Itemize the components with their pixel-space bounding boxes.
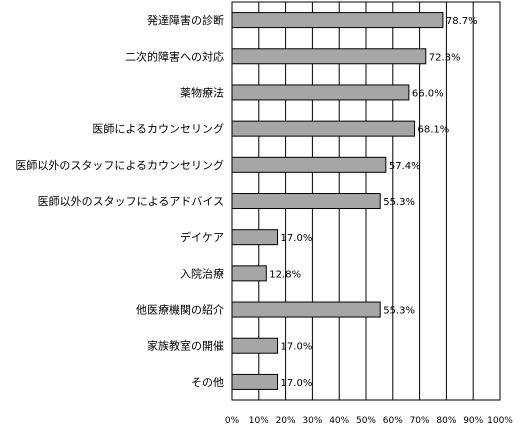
category-label: 発達障害の診断 <box>147 13 224 27</box>
bar <box>231 337 279 354</box>
x-tick-label: 40% <box>329 416 349 426</box>
x-tick-label: 30% <box>302 416 322 426</box>
value-label: 17.0% <box>281 378 313 389</box>
x-tick-label: 20% <box>276 416 296 426</box>
x-tick-label: 80% <box>436 416 456 426</box>
x-tick-label: 70% <box>410 416 430 426</box>
value-label: 57.4% <box>389 161 421 172</box>
value-label: 78.7% <box>446 16 478 27</box>
gridlines <box>258 2 474 400</box>
x-tick-label: 0% <box>225 416 240 426</box>
x-tick-label: 50% <box>356 416 376 426</box>
bar <box>231 193 381 209</box>
category-label: 入院治療 <box>180 266 224 280</box>
x-tick-label: 60% <box>383 416 403 426</box>
bar <box>231 156 387 173</box>
x-tick-label: 100% <box>487 416 513 426</box>
category-label: その他 <box>191 376 224 389</box>
value-label: 68.1% <box>418 125 450 136</box>
bar <box>231 301 381 318</box>
category-label: 薬物療法 <box>180 85 224 99</box>
category-label: 家族教室の開催 <box>147 339 224 353</box>
category-label: 医師以外のスタッフによるアドバイス <box>38 195 224 208</box>
category-label: 他医療機関の紹介 <box>136 303 224 317</box>
x-axis-ticks: 0% 10% 20% 30% 40% 50% 60% 70% 80% 90% 100% <box>225 416 513 426</box>
bar <box>231 48 427 65</box>
x-tick-label: 10% <box>249 416 269 426</box>
bars <box>231 12 444 390</box>
bar <box>231 120 416 137</box>
value-labels: 78.7% 72.3% 66.0% 68.1% 57.4% 55.3% 17.0% 12.8%… <box>269 16 477 389</box>
bar <box>231 229 279 246</box>
category-label: 医師によるカウンセリング <box>92 122 224 136</box>
x-tick-label: 90% <box>463 416 483 426</box>
category-label: 医師以外のスタッフによるカウンセリング <box>15 158 224 172</box>
value-label: 17.0% <box>281 342 313 353</box>
bar <box>231 12 444 29</box>
bar <box>231 265 267 282</box>
category-label: デイケア <box>180 230 224 244</box>
value-label: 12.8% <box>269 269 301 280</box>
bar <box>231 84 410 101</box>
value-label: 55.3% <box>383 197 415 208</box>
value-label: 66.0% <box>412 88 444 99</box>
value-label: 17.0% <box>281 233 313 244</box>
category-labels: 発達障害の診断二次的障害への対応薬物療法医師によるカウンセリング医師以外のスタッ… <box>15 13 224 389</box>
category-label: 二次的障害への対応 <box>125 49 224 63</box>
value-label: 55.3% <box>383 306 415 317</box>
value-label: 72.3% <box>429 52 461 63</box>
bar <box>231 373 279 390</box>
